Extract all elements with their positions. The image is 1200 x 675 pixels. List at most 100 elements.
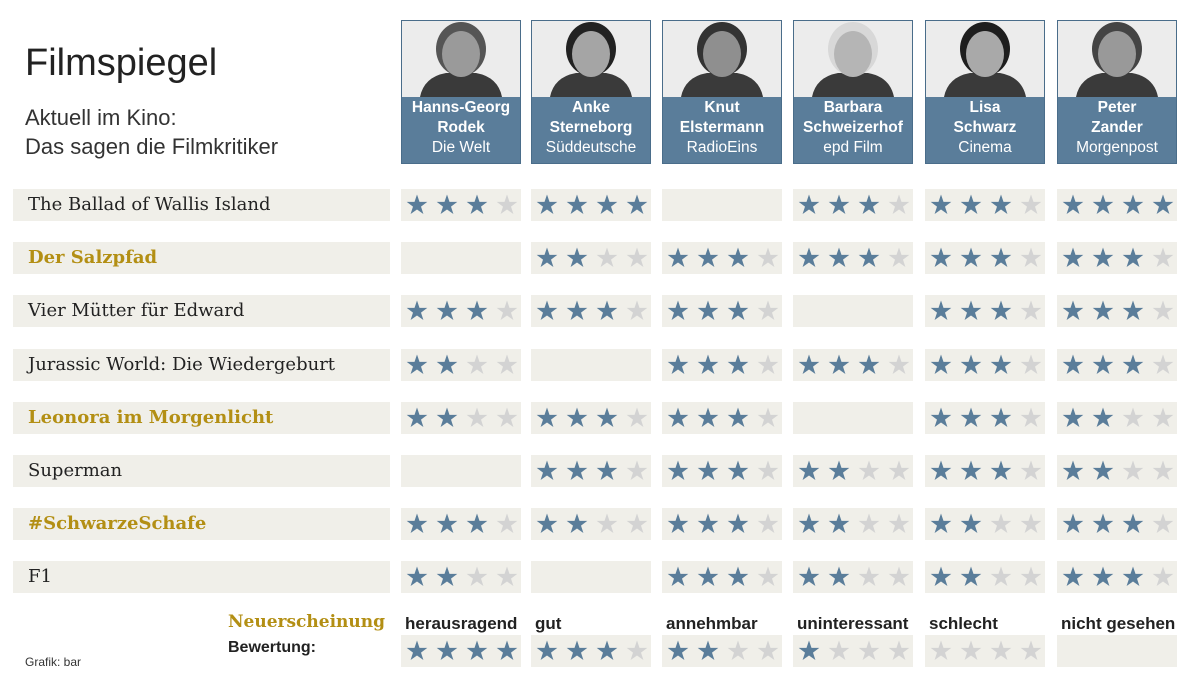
rating-cell <box>401 349 521 381</box>
film-title: Superman <box>13 455 390 487</box>
legend-item-label: uninteressant <box>797 614 909 633</box>
rating-cell <box>531 455 651 487</box>
star-filled-icon <box>436 640 458 660</box>
star-filled-icon <box>596 194 618 214</box>
star-filled-icon <box>1062 513 1084 533</box>
critic-card: Peter Zander Morgenpost <box>1057 20 1177 164</box>
star-filled-icon <box>697 300 719 320</box>
rating-cell <box>401 295 521 327</box>
rating-cell <box>401 455 521 487</box>
critic-card: Knut Elstermann RadioEins <box>662 20 782 164</box>
rating-cell <box>925 508 1045 540</box>
star-filled-icon <box>798 194 820 214</box>
rating-cell <box>1057 455 1177 487</box>
critic-outlet: Süddeutsche <box>545 139 637 156</box>
star-filled-icon <box>1092 566 1114 586</box>
star-filled-icon <box>727 513 749 533</box>
rating-cell <box>662 295 782 327</box>
critic-outlet: RadioEins <box>686 139 758 156</box>
star-empty-icon <box>626 460 648 480</box>
rating-cell <box>793 455 913 487</box>
star-filled-icon <box>667 640 689 660</box>
portrait-icon <box>812 22 894 97</box>
film-title: Jurassic World: Die Wiedergeburt <box>13 349 390 381</box>
star-filled-icon <box>1122 300 1144 320</box>
critic-outlet: epd Film <box>823 139 883 156</box>
star-filled-icon <box>1062 566 1084 586</box>
rating-cell <box>925 561 1045 593</box>
star-filled-icon <box>828 247 850 267</box>
rating-cell <box>793 189 913 221</box>
star-filled-icon <box>1062 354 1084 374</box>
star-filled-icon <box>798 513 820 533</box>
subtitle-line-1: Aktuell im Kino: <box>25 105 177 130</box>
star-empty-icon <box>990 566 1012 586</box>
star-empty-icon <box>757 247 779 267</box>
star-empty-icon <box>1152 566 1174 586</box>
star-empty-icon <box>596 247 618 267</box>
star-empty-icon <box>626 300 648 320</box>
star-filled-icon <box>930 194 952 214</box>
film-title: Leonora im Morgenlicht <box>13 402 390 434</box>
rating-cell <box>793 561 913 593</box>
star-filled-icon <box>960 354 982 374</box>
star-empty-icon <box>626 640 648 660</box>
star-filled-icon <box>536 247 558 267</box>
star-empty-icon <box>888 354 910 374</box>
star-filled-icon <box>858 247 880 267</box>
star-filled-icon <box>727 407 749 427</box>
star-filled-icon <box>858 194 880 214</box>
critic-card: Barbara Schweizerhof epd Film <box>793 20 913 164</box>
critic-first-name: Peter <box>1097 99 1137 116</box>
star-empty-icon <box>466 566 488 586</box>
star-filled-icon <box>496 640 518 660</box>
star-filled-icon <box>1152 194 1174 214</box>
star-filled-icon <box>566 640 588 660</box>
star-filled-icon <box>990 194 1012 214</box>
star-filled-icon <box>1122 513 1144 533</box>
rating-cell <box>401 402 521 434</box>
legend-item-label: nicht gesehen <box>1061 614 1176 633</box>
rating-cell <box>531 295 651 327</box>
star-empty-icon <box>727 640 749 660</box>
star-filled-icon <box>727 460 749 480</box>
critic-photo <box>1058 21 1176 97</box>
star-filled-icon <box>990 300 1012 320</box>
star-empty-icon <box>757 300 779 320</box>
critic-name: Barbara Schweizerhof epd Film <box>794 98 912 158</box>
star-filled-icon <box>667 566 689 586</box>
star-filled-icon <box>466 513 488 533</box>
page-subtitle: Aktuell im Kino: Das sagen die Filmkriti… <box>25 103 278 161</box>
star-empty-icon <box>757 407 779 427</box>
star-empty-icon <box>1020 354 1042 374</box>
star-empty-icon <box>596 513 618 533</box>
star-filled-icon <box>960 513 982 533</box>
star-filled-icon <box>727 354 749 374</box>
star-empty-icon <box>1152 247 1174 267</box>
critic-last-name: Schwarz <box>953 119 1017 136</box>
star-filled-icon <box>828 566 850 586</box>
star-filled-icon <box>990 354 1012 374</box>
star-filled-icon <box>566 194 588 214</box>
legend-item-label: annehmbar <box>666 614 758 633</box>
star-empty-icon <box>757 460 779 480</box>
star-filled-icon <box>566 407 588 427</box>
star-empty-icon <box>626 247 648 267</box>
star-filled-icon <box>1092 247 1114 267</box>
star-filled-icon <box>960 407 982 427</box>
portrait-icon <box>681 22 763 97</box>
rating-cell <box>662 189 782 221</box>
star-empty-icon <box>858 566 880 586</box>
rating-cell <box>662 455 782 487</box>
rating-cell <box>925 189 1045 221</box>
rating-cell <box>531 349 651 381</box>
star-empty-icon <box>496 300 518 320</box>
star-empty-icon <box>496 513 518 533</box>
rating-cell <box>401 242 521 274</box>
rating-cell <box>925 455 1045 487</box>
star-empty-icon <box>888 566 910 586</box>
film-title: F1 <box>13 561 390 593</box>
legend-item-label: schlecht <box>929 614 998 633</box>
star-filled-icon <box>1092 407 1114 427</box>
rating-cell <box>531 561 651 593</box>
